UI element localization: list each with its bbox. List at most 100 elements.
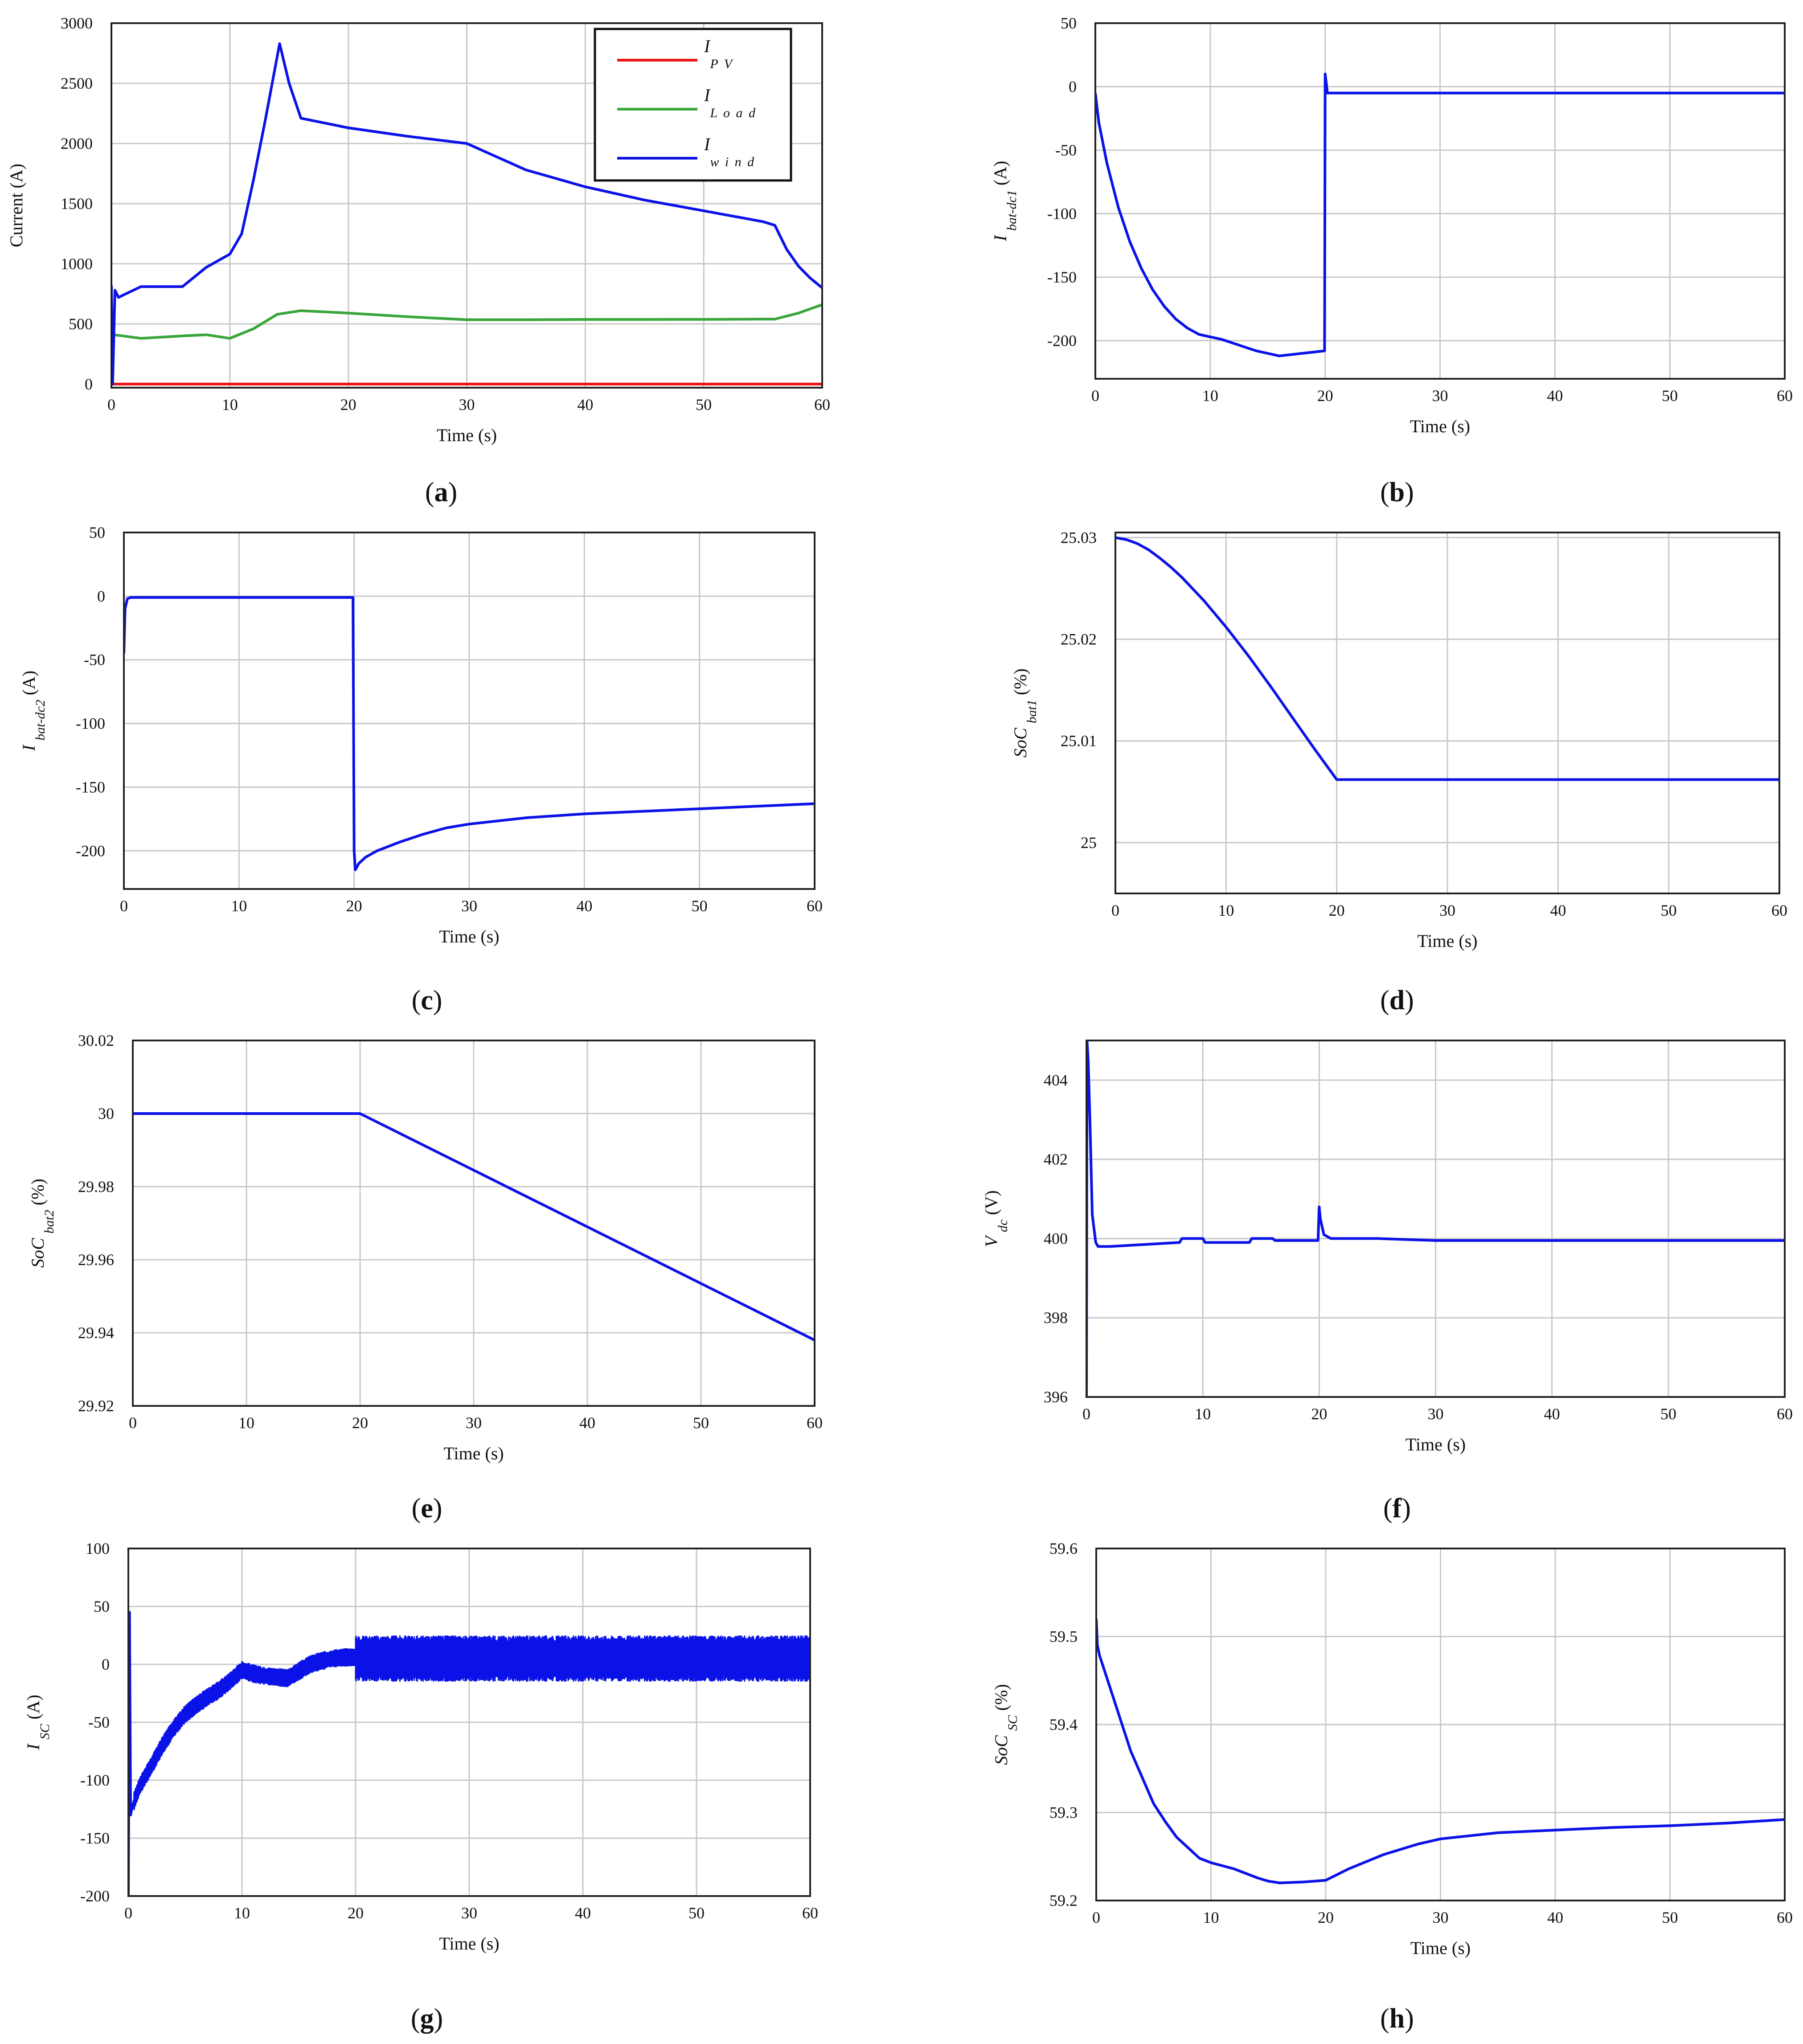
- plot-frame: [1095, 1548, 1786, 1901]
- y-tick-label: 29.98: [78, 1178, 114, 1196]
- y-tick-label: 100: [86, 1540, 110, 1557]
- y-axis-label: SoC SC (%): [991, 1684, 1020, 1765]
- x-axis-label: Time (s): [439, 926, 499, 946]
- y-tick-label: -100: [1047, 205, 1077, 223]
- series-a-wind: [111, 42, 822, 385]
- x-tick-label: 60: [1777, 387, 1793, 405]
- y-tick-label: 50: [1061, 14, 1077, 32]
- x-axis-label: Time (s): [437, 425, 497, 445]
- y-axis-label: I bat-dc2 (A): [19, 671, 48, 752]
- x-tick-label: 20: [348, 1904, 364, 1922]
- y-tick-label: 29.94: [78, 1324, 114, 1342]
- x-tick-label: 0: [124, 1904, 132, 1922]
- x-tick-label: 30: [1439, 901, 1455, 919]
- plot-frame: [132, 1040, 815, 1407]
- x-tick-label: 0: [1091, 387, 1099, 405]
- x-tick-label: 60: [802, 1904, 818, 1922]
- y-tick-label: 25.01: [1061, 732, 1097, 750]
- y-tick-label: 59.4: [1049, 1716, 1078, 1733]
- x-axis-label: Time (s): [443, 1443, 504, 1463]
- y-tick-label: -150: [76, 778, 105, 796]
- x-tick-label: 60: [1771, 901, 1787, 919]
- series-h-line: [1096, 1618, 1785, 1884]
- x-tick-label: 50: [693, 1414, 709, 1432]
- legend: IP V IL o a d Iw i n d: [594, 28, 792, 182]
- legend-entry: Iw i n d: [704, 134, 755, 169]
- y-tick-label: 0: [97, 587, 105, 605]
- x-tick-label: 0: [1111, 901, 1119, 919]
- x-tick-label: 60: [1777, 1405, 1793, 1423]
- panel-label: (g): [411, 2003, 443, 2034]
- y-tick-label: 29.96: [78, 1251, 114, 1269]
- x-tick-label: 50: [1660, 1405, 1676, 1423]
- x-tick-label: 30: [466, 1414, 482, 1432]
- legend-entry: IL o a d: [704, 85, 757, 120]
- x-axis-label: Time (s): [1417, 931, 1477, 951]
- x-tick-label: 20: [1318, 1909, 1334, 1926]
- panel-label: (c): [412, 985, 443, 1016]
- x-tick-label: 30: [461, 897, 477, 915]
- plot-frame: [111, 22, 823, 389]
- x-axis-label: Time (s): [439, 1933, 499, 1954]
- plot-area: [1115, 536, 1779, 781]
- y-tick-label: 500: [69, 315, 93, 333]
- series-a-load: [111, 303, 822, 340]
- x-tick-label: 0: [129, 1414, 137, 1432]
- y-tick-label: 396: [1044, 1388, 1068, 1406]
- x-tick-label: 50: [696, 396, 712, 414]
- y-tick-label: 398: [1044, 1309, 1068, 1327]
- y-tick-label: 59.6: [1049, 1540, 1078, 1557]
- x-tick-label: 40: [575, 1904, 591, 1922]
- x-tick-label: 30: [1432, 387, 1448, 405]
- y-tick-label: 59.3: [1049, 1804, 1078, 1822]
- y-tick-label: 1000: [61, 255, 93, 273]
- x-tick-label: 40: [1544, 1405, 1560, 1423]
- y-tick-label: 2500: [61, 74, 93, 92]
- plot-frame: [1115, 532, 1780, 894]
- y-tick-label: 2000: [61, 135, 93, 152]
- x-tick-label: 60: [807, 1414, 823, 1432]
- panel-label: (d): [1380, 985, 1414, 1016]
- plot-frame: [1094, 22, 1786, 380]
- x-tick-label: 0: [107, 396, 115, 414]
- series-g-line: [128, 1611, 810, 1896]
- x-tick-label: 10: [1218, 901, 1234, 919]
- y-tick-label: 59.5: [1049, 1628, 1078, 1646]
- x-axis-label: Time (s): [1410, 416, 1470, 436]
- y-tick-label: -50: [1055, 141, 1077, 159]
- y-tick-label: -150: [80, 1829, 110, 1847]
- y-axis-label: I SC (A): [23, 1695, 52, 1750]
- series-e-line: [133, 1112, 815, 1342]
- y-tick-label: -100: [80, 1771, 110, 1789]
- y-tick-label: -150: [1047, 268, 1077, 286]
- y-tick-label: -50: [88, 1713, 110, 1731]
- chart-panel-d: 0 10 20 30 40 50 60 25 25.01 25.02 25.03 Time (s) So…: [1010, 528, 1787, 1016]
- x-tick-label: 60: [814, 396, 830, 414]
- y-axis-label: I bat-dc1 (A): [990, 161, 1019, 242]
- x-axis-label: Time (s): [1406, 1434, 1466, 1454]
- x-tick-label: 40: [1547, 1909, 1563, 1926]
- x-tick-label: 10: [1202, 387, 1218, 405]
- chart-panel-e: 0 10 20 30 40 50 60 29.92 29.94 29.96 29.98 30 30.02…: [28, 1032, 823, 1524]
- x-tick-label: 30: [459, 396, 475, 414]
- y-axis-label: SoC bat1 (%): [1010, 668, 1039, 758]
- series-f-line: [1086, 1040, 1785, 1397]
- x-tick-label: 50: [1662, 387, 1678, 405]
- panel-label: (f): [1383, 1493, 1411, 1524]
- x-tick-label: 0: [1092, 1909, 1100, 1926]
- chart-panel-a: 0 10 20 30 40 50 60 0 500 1000 1500 2000 2500 3000 Tim…: [6, 14, 830, 508]
- y-tick-label: 3000: [61, 14, 93, 32]
- y-tick-label: 404: [1044, 1071, 1068, 1089]
- chart-panel-b: 0 10 20 30 40 50 60 -200 -150 -100 -50 0 50 Time (s) I…: [990, 14, 1793, 508]
- plot-area: [111, 42, 822, 385]
- x-tick-label: 10: [1195, 1405, 1211, 1423]
- x-tick-label: 10: [1203, 1909, 1219, 1926]
- x-tick-label: 10: [238, 1414, 254, 1432]
- x-tick-label: 20: [352, 1414, 368, 1432]
- x-tick-label: 40: [1550, 901, 1566, 919]
- plot-frame: [127, 1548, 811, 1897]
- y-tick-label: 25.02: [1061, 631, 1097, 648]
- y-tick-label: -200: [1047, 332, 1077, 350]
- y-axis-label: V dc (V): [981, 1190, 1010, 1247]
